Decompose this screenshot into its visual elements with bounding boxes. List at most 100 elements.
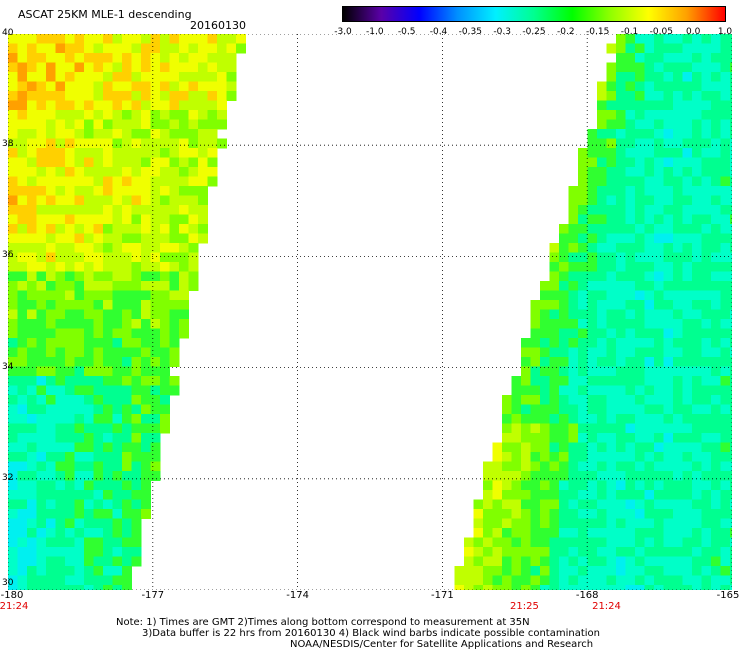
- swath-cell: [131, 423, 142, 434]
- swath-cell: [644, 575, 655, 586]
- swath-cell: [103, 499, 113, 510]
- swath-cell: [616, 376, 626, 386]
- swath-cell: [720, 281, 731, 291]
- swath-cell: [673, 167, 683, 177]
- swath-cell: [654, 243, 664, 253]
- swath-cell: [84, 423, 94, 434]
- swath-cell: [597, 319, 607, 329]
- swath-cell: [663, 129, 674, 139]
- swath-cell: [112, 224, 123, 234]
- swath-cell: [27, 556, 37, 567]
- swath-cell: [663, 328, 674, 339]
- swath-cell: [131, 357, 142, 367]
- swath-cell: [217, 138, 227, 149]
- swath-cell: [730, 34, 732, 44]
- swath-cell: [36, 518, 47, 529]
- swath-cell: [730, 338, 732, 348]
- swath-cell: [578, 566, 588, 576]
- swath-cell: [103, 110, 113, 120]
- swath-cell: [198, 110, 208, 120]
- swath-cell: [112, 575, 123, 586]
- swath-cell: [46, 100, 56, 111]
- swath-cell: [17, 414, 28, 424]
- swath-cell: [625, 129, 636, 139]
- swath-cell: [654, 433, 664, 443]
- swath-cell: [692, 319, 702, 329]
- swath-cell: [160, 290, 170, 301]
- swath-cell: [207, 34, 218, 44]
- swath-cell: [179, 309, 189, 320]
- swath-cell: [635, 442, 645, 453]
- swath-cell: [654, 566, 664, 576]
- swath-cell: [711, 176, 721, 187]
- swath-cell: [74, 262, 85, 272]
- swath-cell: [8, 575, 18, 586]
- swath-cell: [74, 395, 85, 405]
- swath-cell: [27, 366, 37, 377]
- swath-cell: [36, 43, 47, 54]
- swath-cell: [521, 423, 531, 434]
- swath-cell: [55, 195, 66, 206]
- swath-cell: [36, 281, 47, 291]
- swath-cell: [635, 319, 645, 329]
- swath-cell: [730, 490, 732, 500]
- swath-cell: [711, 34, 721, 44]
- swath-cell: [635, 452, 645, 462]
- swath-cell: [112, 366, 123, 377]
- swath-cell: [616, 423, 626, 434]
- swath-cell: [46, 81, 56, 92]
- swath-cell: [682, 433, 693, 443]
- swath-cell: [578, 357, 588, 367]
- swath-cell: [587, 575, 598, 586]
- swath-cell: [141, 129, 151, 139]
- swath-cell: [17, 205, 28, 215]
- swath-cell: [730, 281, 732, 291]
- swath-cell: [711, 62, 721, 73]
- swath-cell: [112, 385, 123, 396]
- swath-cell: [616, 499, 626, 510]
- swath-cell: [559, 547, 569, 557]
- swath-cell: [112, 243, 123, 253]
- swath-cell: [606, 452, 617, 462]
- swath-cell: [160, 148, 170, 158]
- swath-cell: [36, 509, 47, 519]
- swath-cell: [8, 214, 18, 225]
- swath-cell: [549, 528, 560, 538]
- swath-cell: [549, 309, 560, 320]
- swath-cell: [682, 566, 693, 576]
- swath-cell: [606, 43, 617, 54]
- swath-cell: [616, 338, 626, 348]
- swath-cell: [8, 72, 18, 82]
- swath-cell: [682, 271, 693, 282]
- swath-cell: [521, 395, 531, 405]
- swath-cell: [540, 566, 550, 576]
- swath-cell: [711, 347, 721, 358]
- swath-cell: [65, 366, 75, 377]
- swath-cell: [597, 281, 607, 291]
- swath-cell: [663, 43, 674, 54]
- swath-cell: [8, 281, 18, 291]
- swath-cell: [84, 319, 94, 329]
- swath-cell: [587, 433, 598, 443]
- swath-cell: [112, 110, 123, 120]
- swath-cell: [55, 480, 66, 491]
- swath-cell: [150, 309, 161, 320]
- swath-cell: [74, 195, 85, 206]
- swath-cell: [46, 157, 56, 168]
- swath-cell: [188, 91, 199, 101]
- swath-cell: [103, 366, 113, 377]
- swath-cell: [597, 214, 607, 225]
- swath-cell: [93, 452, 104, 462]
- swath-cell: [597, 566, 607, 576]
- swath-cell: [559, 585, 569, 590]
- swath-cell: [8, 148, 18, 158]
- swath-cell: [673, 43, 683, 54]
- swath-cell: [606, 62, 617, 73]
- swath-cell: [55, 281, 66, 291]
- swath-cell: [169, 100, 180, 111]
- swath-cell: [27, 290, 37, 301]
- swath-cell: [625, 319, 636, 329]
- swath-cell: [179, 81, 189, 92]
- swath-cell: [65, 480, 75, 491]
- swath-cell: [587, 243, 598, 253]
